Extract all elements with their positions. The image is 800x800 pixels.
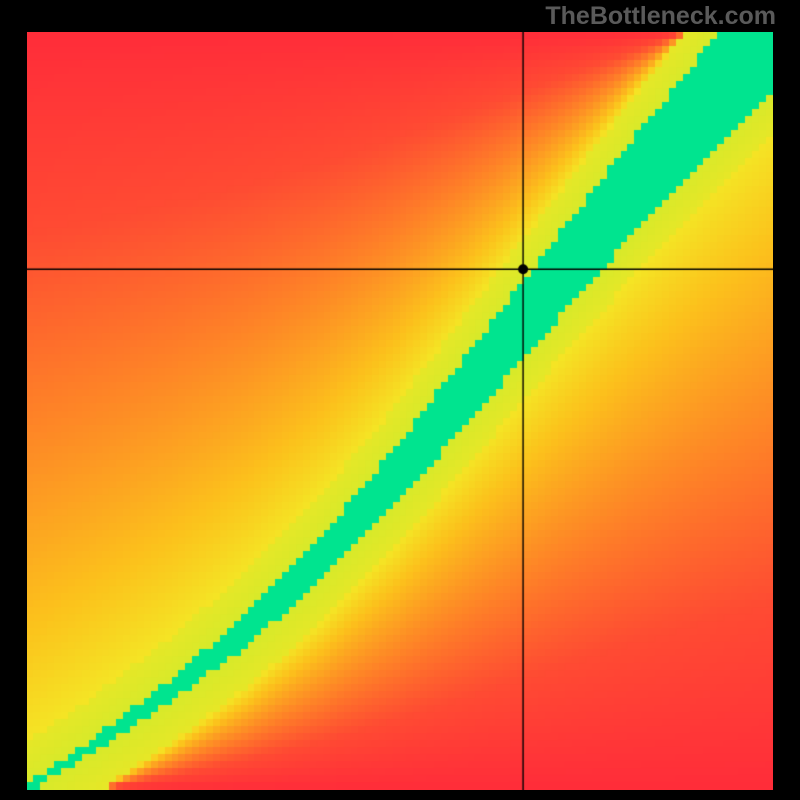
bottleneck-heatmap	[27, 32, 773, 790]
chart-container: TheBottleneck.com	[0, 0, 800, 800]
watermark-text: TheBottleneck.com	[545, 2, 776, 31]
